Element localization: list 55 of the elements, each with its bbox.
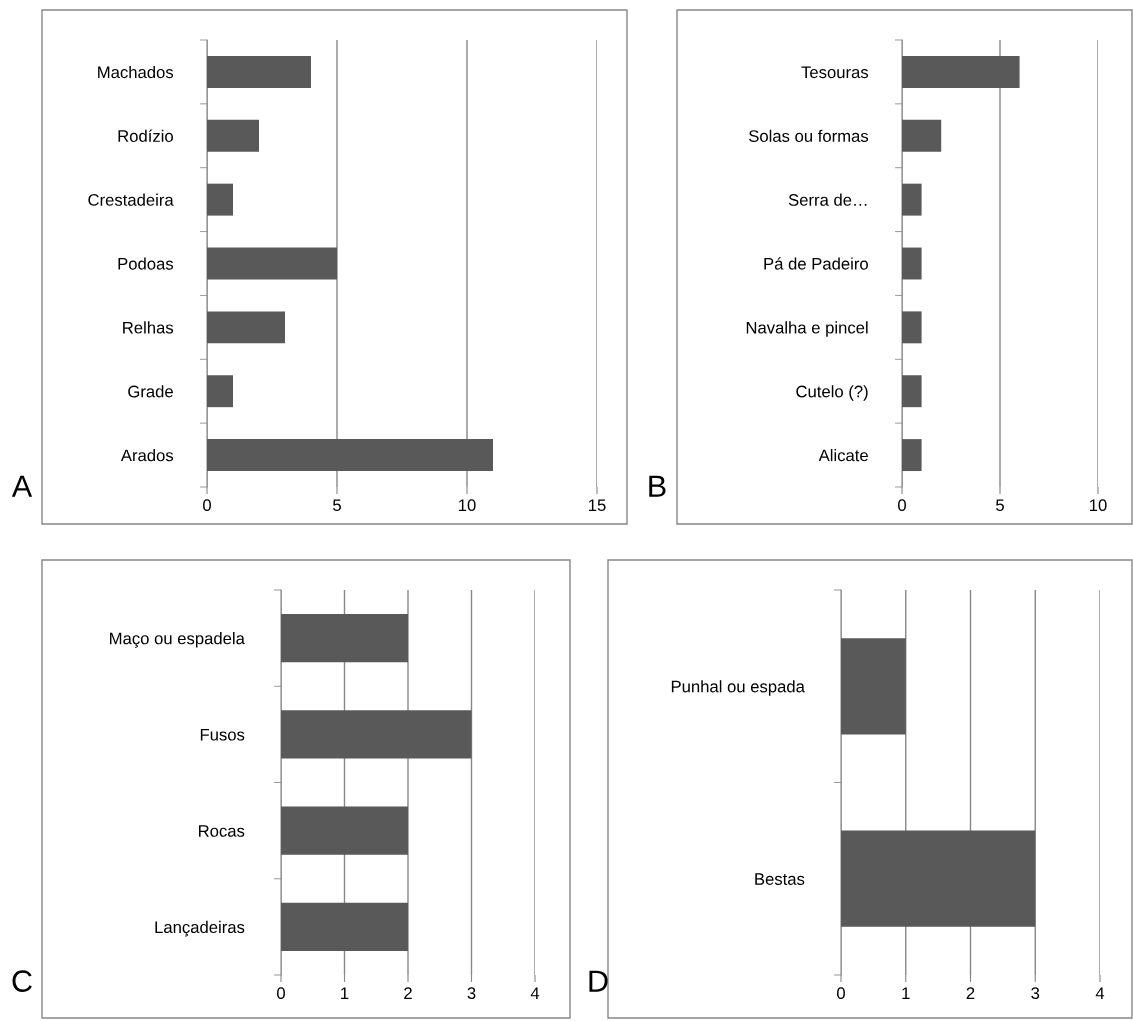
- y-tick-label: Serra de…: [788, 193, 867, 206]
- bar: [207, 311, 285, 344]
- x-tick-label: 0: [837, 987, 845, 1000]
- bar: [207, 375, 233, 408]
- bar: [902, 311, 922, 344]
- x-tick-label: 0: [277, 987, 285, 1000]
- y-tick-label: Lançadeiras: [155, 920, 245, 937]
- x-tick-label: 0: [898, 499, 906, 512]
- bar: [902, 247, 922, 280]
- y-tick-label: Relhas: [123, 321, 174, 334]
- text: C: [12, 970, 32, 992]
- text: A: [11, 475, 33, 497]
- y-tick-label: Navalha e pincel: [746, 321, 868, 337]
- bar: [902, 55, 1020, 88]
- text: D: [589, 970, 608, 992]
- x-tick-label: 5: [333, 499, 341, 512]
- y-tick-label: Crestadeira: [88, 193, 174, 206]
- x-tick-label: 2: [404, 987, 412, 999]
- x-tick-label: 10: [459, 499, 476, 512]
- y-tick-label: Machados: [98, 65, 174, 79]
- x-tick-label: 3: [1031, 987, 1040, 1000]
- bar: [902, 375, 922, 408]
- x-tick-label: 1: [341, 987, 349, 999]
- bar: [902, 439, 922, 472]
- y-tick-label: Cutelo (?): [796, 385, 868, 401]
- text: B: [649, 475, 666, 497]
- y-tick-label: Rocas: [199, 825, 245, 837]
- y-tick-label: Solas ou formas: [749, 129, 869, 142]
- bar: [207, 119, 259, 152]
- y-tick-label: Punhal ou espada: [671, 680, 805, 696]
- y-tick-label: Fusos: [200, 728, 245, 741]
- y-tick-label: Maço ou espadela: [110, 632, 245, 648]
- x-tick-label: 1: [902, 987, 910, 999]
- x-tick-label: 10: [1090, 499, 1107, 512]
- bar: [902, 183, 922, 216]
- y-tick-label: Alicate: [818, 449, 868, 462]
- y-tick-label: Grade: [128, 385, 173, 398]
- x-tick-label: 2: [966, 987, 975, 999]
- y-tick-label: Pá de Padeiro: [764, 257, 868, 270]
- y-tick-label: Podoas: [118, 257, 174, 270]
- y-tick-label: Bestas: [755, 873, 805, 885]
- x-tick-label: 5: [996, 499, 1004, 512]
- bar: [207, 247, 337, 280]
- bar: [207, 55, 311, 88]
- x-tick-label: 4: [1095, 987, 1105, 999]
- y-tick-label: Rodízio: [118, 129, 173, 142]
- y-tick-label: Arados: [120, 449, 174, 462]
- x-tick-label: 3: [467, 987, 476, 1000]
- y-tick-label: Tesouras: [801, 66, 869, 79]
- bar: [207, 183, 233, 216]
- x-tick-label: 0: [203, 499, 211, 512]
- x-tick-label: 4: [530, 987, 540, 999]
- x-tick-label: 15: [589, 499, 606, 512]
- bar: [207, 439, 493, 472]
- bar: [902, 119, 942, 152]
